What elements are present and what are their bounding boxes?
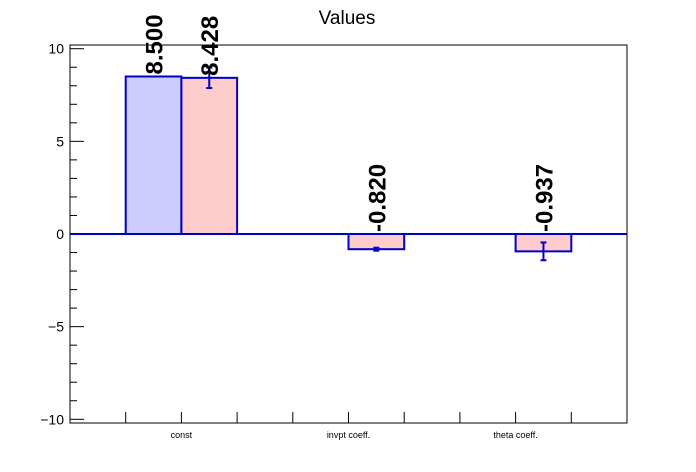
data-label: -0.820 [364, 164, 391, 232]
data-label: -0.937 [531, 164, 558, 232]
x-category-label: invpt coeff. [327, 430, 370, 440]
y-tick-label: −10 [40, 411, 64, 427]
plot-frame [69, 44, 628, 424]
x-category-label: theta coeff. [493, 430, 537, 440]
plot-area: −10 −5 0 5 10 const invpt coeff. theta coeff. 8.… [40, 14, 627, 440]
x-category-label: const [171, 430, 193, 440]
data-label: 8.500 [142, 14, 169, 74]
y-tick-label: 0 [56, 226, 64, 242]
y-tick-label: 5 [56, 133, 64, 149]
chart-title: Values [319, 8, 376, 29]
data-label: 8.428 [197, 16, 224, 76]
y-tick-label: −5 [48, 319, 64, 335]
bar [180, 76, 239, 235]
y-tick-label: 10 [48, 41, 64, 57]
bar [124, 75, 183, 235]
